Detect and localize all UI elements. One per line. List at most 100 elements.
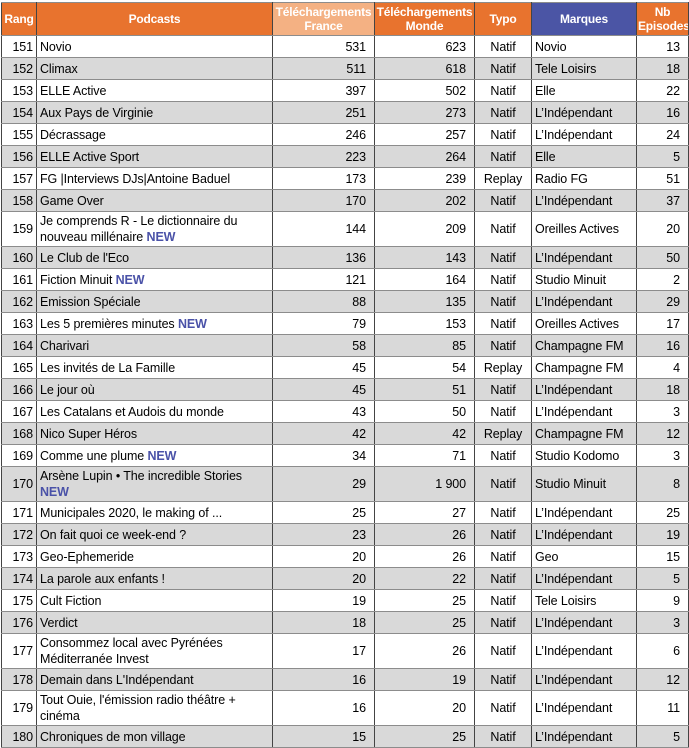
- cell-downloads-france[interactable]: 58: [272, 334, 375, 357]
- cell-downloads-france[interactable]: 43: [272, 400, 375, 423]
- cell-downloads-france[interactable]: 17: [272, 633, 375, 669]
- cell-downloads-france[interactable]: 173: [272, 167, 375, 190]
- cell-marque[interactable]: L’Indépendant: [531, 668, 637, 691]
- cell-downloads-france[interactable]: 144: [272, 211, 375, 247]
- cell-downloads-monde[interactable]: 202: [374, 189, 475, 212]
- cell-downloads-monde[interactable]: 209: [374, 211, 475, 247]
- cell-podcast[interactable]: Décrassage: [36, 123, 273, 146]
- cell-rang[interactable]: 178: [1, 668, 37, 691]
- cell-downloads-monde[interactable]: 618: [374, 57, 475, 80]
- cell-downloads-monde[interactable]: 26: [374, 523, 475, 546]
- cell-episodes[interactable]: 50: [636, 246, 689, 269]
- cell-downloads-france[interactable]: 223: [272, 145, 375, 168]
- cell-downloads-monde[interactable]: 51: [374, 378, 475, 401]
- cell-downloads-france[interactable]: 397: [272, 79, 375, 102]
- cell-marque[interactable]: Champagne FM: [531, 334, 637, 357]
- cell-rang[interactable]: 166: [1, 378, 37, 401]
- cell-downloads-monde[interactable]: 273: [374, 101, 475, 124]
- cell-episodes[interactable]: 5: [636, 725, 689, 748]
- cell-typo[interactable]: Natif: [474, 444, 532, 467]
- cell-marque[interactable]: Studio Kodomo: [531, 444, 637, 467]
- cell-rang[interactable]: 172: [1, 523, 37, 546]
- cell-downloads-monde[interactable]: 26: [374, 633, 475, 669]
- cell-podcast[interactable]: ELLE Active Sport: [36, 145, 273, 168]
- header-podcasts[interactable]: Podcasts: [36, 2, 273, 36]
- cell-episodes[interactable]: 8: [636, 466, 689, 502]
- cell-episodes[interactable]: 3: [636, 400, 689, 423]
- cell-downloads-france[interactable]: 29: [272, 466, 375, 502]
- cell-marque[interactable]: Elle: [531, 145, 637, 168]
- cell-episodes[interactable]: 5: [636, 145, 689, 168]
- cell-marque[interactable]: L’Indépendant: [531, 690, 637, 726]
- cell-typo[interactable]: Natif: [474, 211, 532, 247]
- cell-episodes[interactable]: 16: [636, 334, 689, 357]
- cell-typo[interactable]: Natif: [474, 35, 532, 58]
- cell-marque[interactable]: L’Indépendant: [531, 246, 637, 269]
- cell-episodes[interactable]: 37: [636, 189, 689, 212]
- cell-downloads-monde[interactable]: 26: [374, 545, 475, 568]
- cell-rang[interactable]: 167: [1, 400, 37, 423]
- cell-marque[interactable]: L’Indépendant: [531, 523, 637, 546]
- cell-podcast[interactable]: Emission Spéciale: [36, 290, 273, 313]
- cell-rang[interactable]: 176: [1, 611, 37, 634]
- cell-typo[interactable]: Natif: [474, 668, 532, 691]
- cell-episodes[interactable]: 9: [636, 589, 689, 612]
- cell-downloads-france[interactable]: 45: [272, 378, 375, 401]
- cell-downloads-france[interactable]: 18: [272, 611, 375, 634]
- cell-downloads-monde[interactable]: 264: [374, 145, 475, 168]
- cell-podcast[interactable]: Nico Super Héros: [36, 422, 273, 445]
- cell-typo[interactable]: Natif: [474, 378, 532, 401]
- cell-downloads-france[interactable]: 88: [272, 290, 375, 313]
- cell-podcast[interactable]: Les Catalans et Audois du monde: [36, 400, 273, 423]
- cell-typo[interactable]: Natif: [474, 79, 532, 102]
- cell-rang[interactable]: 174: [1, 567, 37, 590]
- cell-typo[interactable]: Natif: [474, 466, 532, 502]
- cell-episodes[interactable]: 13: [636, 35, 689, 58]
- cell-rang[interactable]: 170: [1, 466, 37, 502]
- cell-podcast[interactable]: Aux Pays de Virginie: [36, 101, 273, 124]
- cell-downloads-monde[interactable]: 623: [374, 35, 475, 58]
- cell-downloads-monde[interactable]: 22: [374, 567, 475, 590]
- cell-downloads-france[interactable]: 16: [272, 690, 375, 726]
- cell-podcast[interactable]: On fait quoi ce week-end ?: [36, 523, 273, 546]
- header-downloads-monde[interactable]: Téléchargements Monde: [374, 2, 475, 36]
- cell-podcast[interactable]: Charivari: [36, 334, 273, 357]
- cell-podcast[interactable]: Game Over: [36, 189, 273, 212]
- cell-typo[interactable]: Natif: [474, 690, 532, 726]
- cell-podcast[interactable]: Fiction Minuit NEW: [36, 268, 273, 291]
- cell-episodes[interactable]: 19: [636, 523, 689, 546]
- cell-rang[interactable]: 164: [1, 334, 37, 357]
- cell-downloads-monde[interactable]: 143: [374, 246, 475, 269]
- cell-episodes[interactable]: 16: [636, 101, 689, 124]
- cell-episodes[interactable]: 5: [636, 567, 689, 590]
- cell-downloads-france[interactable]: 15: [272, 725, 375, 748]
- cell-typo[interactable]: Natif: [474, 501, 532, 524]
- cell-typo[interactable]: Replay: [474, 422, 532, 445]
- cell-marque[interactable]: Oreilles Actives: [531, 211, 637, 247]
- cell-downloads-france[interactable]: 121: [272, 268, 375, 291]
- cell-downloads-monde[interactable]: 42: [374, 422, 475, 445]
- cell-marque[interactable]: L’Indépendant: [531, 501, 637, 524]
- cell-marque[interactable]: L’Indépendant: [531, 633, 637, 669]
- cell-rang[interactable]: 180: [1, 725, 37, 748]
- cell-rang[interactable]: 156: [1, 145, 37, 168]
- cell-typo[interactable]: Natif: [474, 523, 532, 546]
- cell-podcast[interactable]: Climax: [36, 57, 273, 80]
- cell-rang[interactable]: 155: [1, 123, 37, 146]
- cell-marque[interactable]: Geo: [531, 545, 637, 568]
- cell-downloads-monde[interactable]: 502: [374, 79, 475, 102]
- cell-podcast[interactable]: Comme une plume NEW: [36, 444, 273, 467]
- cell-episodes[interactable]: 12: [636, 422, 689, 445]
- cell-typo[interactable]: Natif: [474, 334, 532, 357]
- cell-rang[interactable]: 177: [1, 633, 37, 669]
- cell-rang[interactable]: 171: [1, 501, 37, 524]
- cell-rang[interactable]: 162: [1, 290, 37, 313]
- cell-downloads-france[interactable]: 42: [272, 422, 375, 445]
- cell-episodes[interactable]: 2: [636, 268, 689, 291]
- header-marques[interactable]: Marques: [531, 2, 637, 36]
- cell-episodes[interactable]: 11: [636, 690, 689, 726]
- cell-podcast[interactable]: Les invités de La Famille: [36, 356, 273, 379]
- cell-typo[interactable]: Natif: [474, 567, 532, 590]
- cell-podcast[interactable]: Geo-Ephemeride: [36, 545, 273, 568]
- cell-marque[interactable]: L’Indépendant: [531, 189, 637, 212]
